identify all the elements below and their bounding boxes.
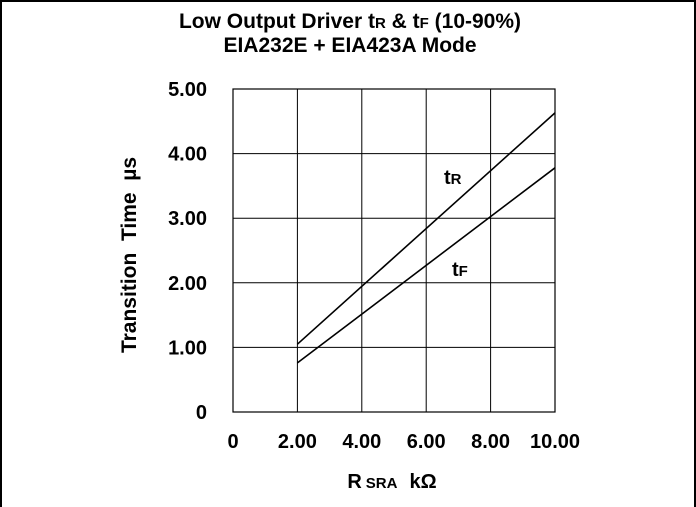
x-tick-label: 0 — [227, 431, 238, 453]
series-label-tr: tR — [444, 167, 462, 189]
y-tick-label: 1.00 — [168, 337, 207, 359]
x-axis-label: R SRA kΩ — [347, 471, 436, 493]
series-label-tf: tF — [452, 259, 468, 281]
y-tick-label: 3.00 — [168, 208, 207, 230]
grid-layer — [233, 89, 555, 412]
x-axis-label-main: R — [347, 471, 362, 493]
x-tick-label: 2.00 — [278, 431, 317, 453]
y-axis-label: Transition Time µs — [118, 157, 141, 353]
tick-layer: 0 1.00 2.00 3.00 4.00 5.00 0 2.00 4.00 6.00 8.00 10… — [168, 79, 580, 453]
x-tick-label: 6.00 — [407, 431, 446, 453]
series-label-sub: F — [459, 263, 468, 280]
y-tick-label: 2.00 — [168, 273, 207, 295]
y-tick-label: 5.00 — [168, 79, 207, 101]
y-tick-label: 0 — [196, 402, 207, 424]
x-tick-label: 10.00 — [530, 431, 580, 453]
x-tick-label: 8.00 — [471, 431, 510, 453]
x-axis-label-unit: kΩ — [409, 471, 436, 493]
x-axis-label-sub: SRA — [366, 475, 398, 492]
y-tick-label: 4.00 — [168, 144, 207, 166]
x-tick-label: 4.00 — [342, 431, 381, 453]
plot-border — [233, 89, 555, 412]
series-label-sub: R — [451, 171, 462, 188]
